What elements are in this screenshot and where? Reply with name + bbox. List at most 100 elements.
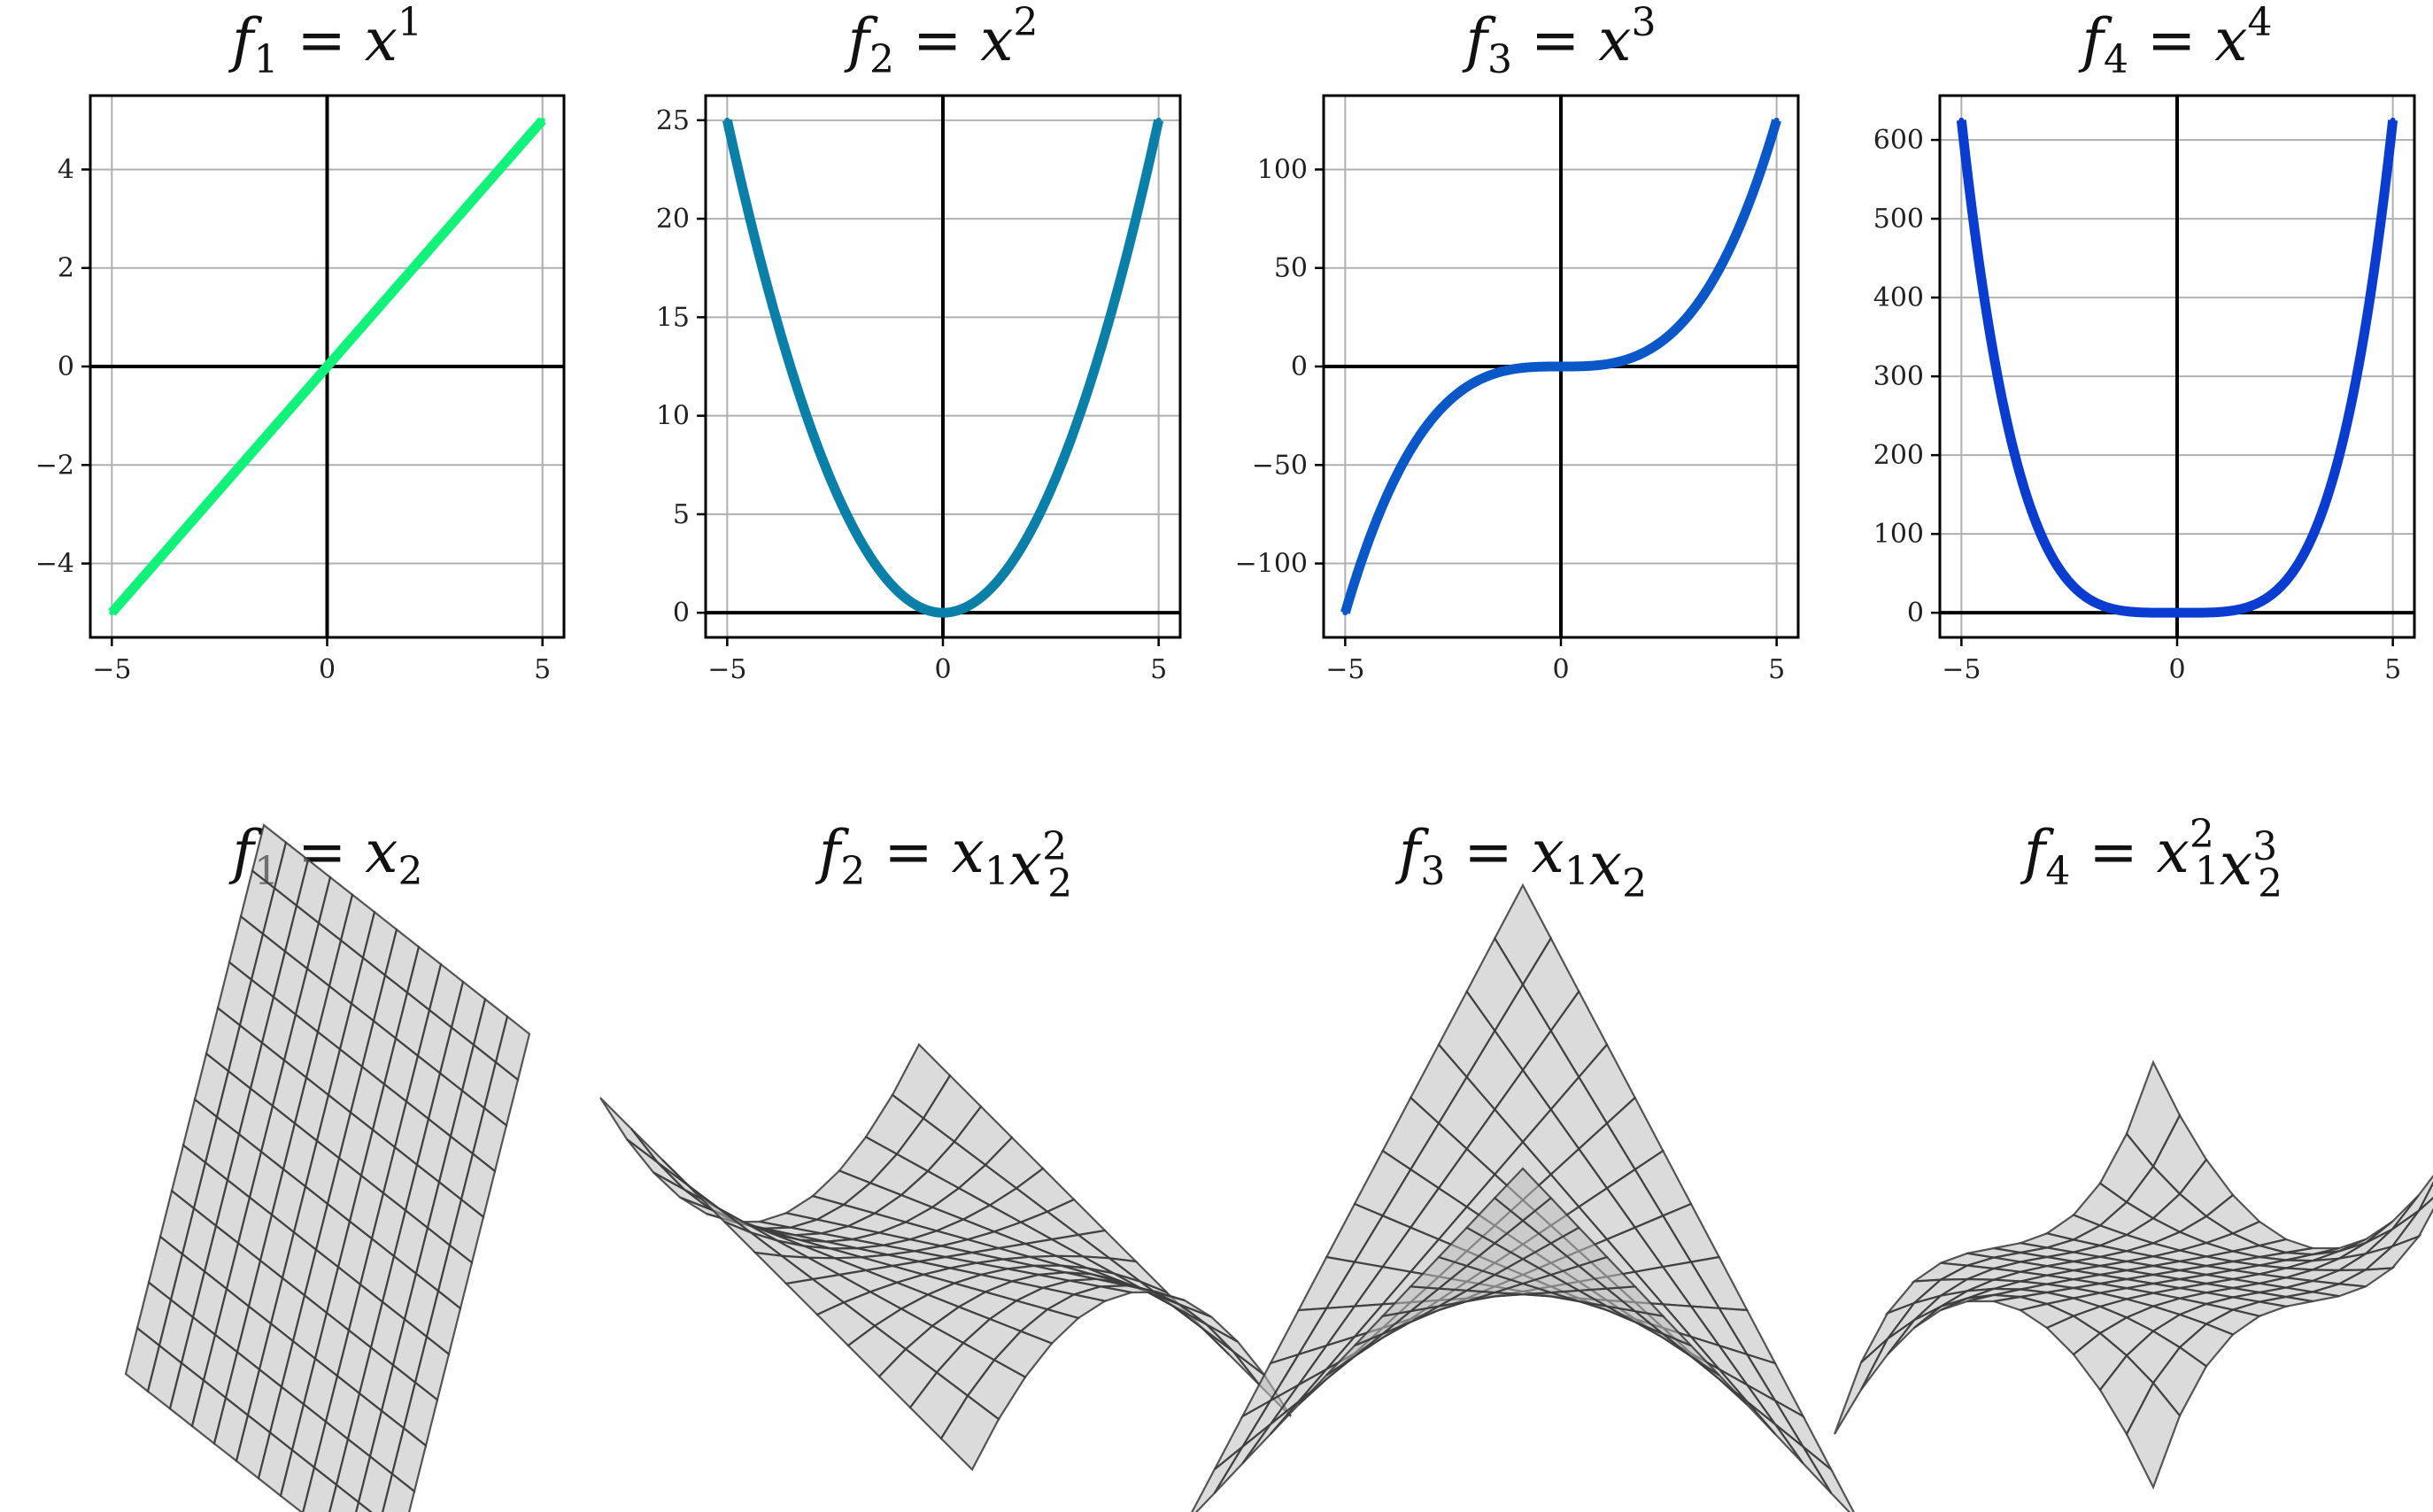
data-point bbox=[1026, 531, 1032, 537]
y-tick-label: 500 bbox=[1873, 204, 1924, 235]
data-point bbox=[2174, 610, 2180, 616]
surface-facet bbox=[355, 1500, 373, 1512]
data-point bbox=[2390, 117, 2396, 123]
data-point bbox=[2260, 597, 2267, 603]
data-point bbox=[324, 364, 330, 369]
surface-plot-1 bbox=[124, 823, 531, 1512]
data-point bbox=[1428, 417, 1434, 423]
surface-facet bbox=[1493, 1167, 1553, 1223]
x-tick-label: 0 bbox=[1552, 654, 1569, 685]
title-variable: x bbox=[2157, 818, 2190, 886]
title-variable: x bbox=[1532, 818, 1564, 886]
y-tick-label: −4 bbox=[35, 549, 74, 580]
title-subscript: 2 bbox=[2258, 861, 2282, 906]
x-tick-label: −5 bbox=[1325, 654, 1364, 685]
surface-plot-3 bbox=[1191, 883, 1855, 1512]
title-subscript: 1 bbox=[253, 37, 278, 82]
y-tick-label: −100 bbox=[1235, 549, 1308, 580]
data-point bbox=[1958, 117, 1965, 123]
title-superscript: 2 bbox=[1042, 824, 1067, 869]
data-point bbox=[109, 610, 115, 616]
title-subscript: 3 bbox=[1420, 849, 1445, 894]
title-superscript: 3 bbox=[1631, 0, 1656, 45]
title-variable: x bbox=[952, 818, 985, 886]
surface-facet bbox=[328, 1483, 360, 1512]
y-tick-label: 100 bbox=[1873, 519, 1924, 550]
data-point bbox=[367, 314, 374, 320]
y-tick-label: −2 bbox=[35, 450, 74, 481]
title-variable: x bbox=[980, 6, 1013, 74]
y-tick-label: 400 bbox=[1873, 282, 1924, 313]
data-point bbox=[1644, 348, 1650, 354]
title-subscript: 3 bbox=[1487, 37, 1512, 82]
x-tick-label: 5 bbox=[534, 654, 551, 685]
data-point bbox=[151, 560, 158, 567]
title-superscript: 4 bbox=[2247, 0, 2272, 45]
data-point bbox=[453, 216, 460, 222]
data-point bbox=[1515, 366, 1521, 372]
title-equals: = bbox=[2128, 6, 2214, 74]
title-variable: x bbox=[1009, 830, 1042, 899]
data-point bbox=[539, 117, 545, 123]
y-tick-label: 4 bbox=[58, 154, 74, 185]
data-point bbox=[1471, 379, 1478, 385]
title-superscript: 3 bbox=[2252, 824, 2277, 869]
title-subscript: 2 bbox=[840, 849, 865, 894]
title-variable: x bbox=[365, 6, 398, 74]
title-superscript: 2 bbox=[2190, 812, 2214, 857]
surface-facet bbox=[1802, 1446, 1855, 1512]
surface-title-4: f4 = x2 1x3 2 bbox=[2020, 812, 2282, 906]
title-equals: = bbox=[1512, 6, 1598, 74]
title-subscript: 4 bbox=[2104, 37, 2128, 82]
line-chart-1: −5 0 5 −4 −2 0 2 4 bbox=[35, 94, 566, 685]
surface-title-2: f2 = x1x2 2 bbox=[815, 818, 1072, 906]
data-point bbox=[1688, 310, 1694, 316]
data-point bbox=[1112, 295, 1118, 301]
data-point bbox=[2217, 609, 2223, 615]
y-tick-label: 600 bbox=[1873, 125, 1924, 156]
y-tick-label: 25 bbox=[656, 105, 690, 136]
title-subscript: 2 bbox=[1622, 861, 1647, 906]
data-point bbox=[1386, 490, 1392, 496]
data-point bbox=[724, 117, 730, 123]
title-subscript: 4 bbox=[2045, 849, 2070, 894]
y-tick-label: 200 bbox=[1873, 440, 1924, 471]
title-equals: = bbox=[894, 6, 980, 74]
surface-facet bbox=[1191, 1446, 1244, 1512]
chart-title-1: f1 = x1 bbox=[228, 0, 422, 82]
x-tick-label: 5 bbox=[1768, 654, 1785, 685]
title-variable: x bbox=[2214, 6, 2247, 74]
surface-plot-2 bbox=[599, 1043, 1292, 1471]
data-point bbox=[1155, 117, 1162, 123]
chart-title-3: f3 = x3 bbox=[1462, 0, 1657, 82]
title-equals: = bbox=[1445, 818, 1531, 886]
data-point bbox=[281, 413, 287, 419]
data-point bbox=[940, 610, 946, 616]
surface-plot-4 bbox=[1833, 1060, 2433, 1490]
y-tick-label: 0 bbox=[1291, 351, 1308, 382]
line-chart-2: −5 0 5 0 5 10 15 20 25 bbox=[656, 94, 1182, 685]
title-subscript: 1 bbox=[2195, 849, 2220, 894]
surface-facet bbox=[1206, 1323, 1265, 1376]
data-point bbox=[2304, 546, 2310, 552]
y-tick-label: 15 bbox=[656, 302, 690, 333]
surface-title-3: f3 = x1x2 bbox=[1394, 818, 1647, 906]
title-variable: x bbox=[1589, 830, 1622, 899]
y-tick-label: 20 bbox=[656, 204, 690, 235]
y-tick-label: 2 bbox=[58, 253, 74, 284]
x-tick-label: 5 bbox=[1150, 654, 1167, 685]
x-tick-label: 0 bbox=[934, 654, 951, 685]
data-point bbox=[1601, 361, 1607, 367]
title-superscript: 1 bbox=[398, 0, 422, 45]
x-tick-label: −5 bbox=[92, 654, 131, 685]
data-point bbox=[497, 166, 503, 173]
data-point bbox=[768, 295, 774, 301]
data-point bbox=[1070, 432, 1076, 438]
data-point bbox=[195, 511, 201, 517]
title-variable: x bbox=[1598, 6, 1631, 74]
surface-facet bbox=[939, 1394, 1000, 1471]
data-point bbox=[1558, 364, 1564, 369]
data-point bbox=[983, 590, 989, 596]
